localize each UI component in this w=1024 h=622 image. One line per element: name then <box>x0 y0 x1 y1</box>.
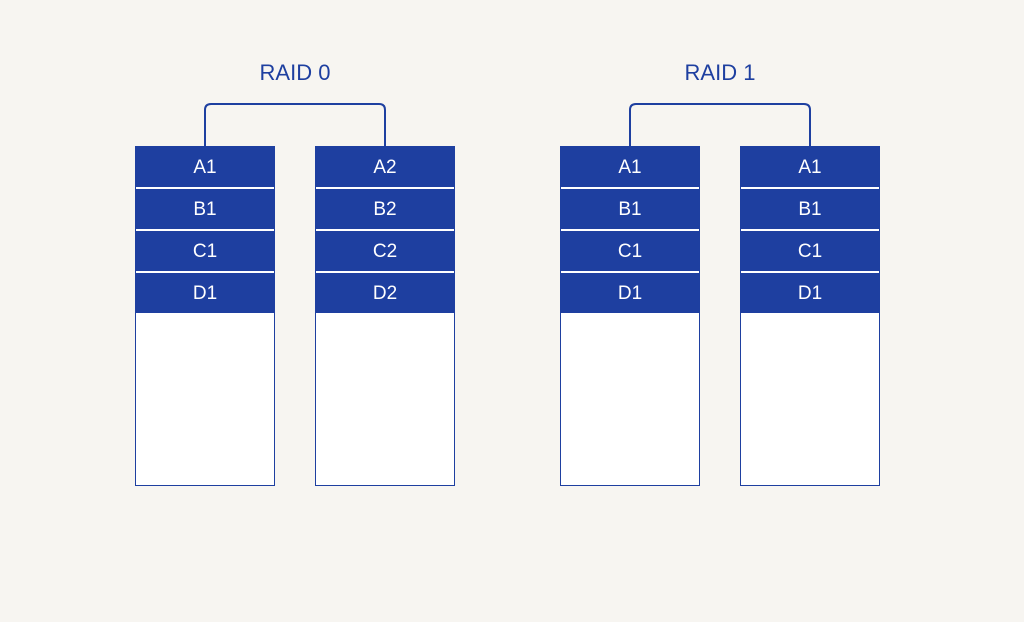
raid1-disk-1-empty <box>741 315 879 485</box>
raid0-disk-1: A2 B2 C2 D2 <box>315 146 455 486</box>
raid0-disks: A1 B1 C1 D1 A2 B2 C2 D2 <box>135 146 455 486</box>
raid0-disk-0-block-0: A1 <box>136 147 274 189</box>
raid1-disk-0: A1 B1 C1 D1 <box>560 146 700 486</box>
raid0-disk-0-empty <box>136 315 274 485</box>
raid0-bracket <box>135 96 455 146</box>
raid0-disk-1-block-0: A2 <box>316 147 454 189</box>
raid1-disk-0-block-0: A1 <box>561 147 699 189</box>
raid1-disk-0-empty <box>561 315 699 485</box>
raid1-title: RAID 1 <box>560 60 880 86</box>
raid1-bracket <box>560 96 880 146</box>
raid0-disk-1-block-3: D2 <box>316 273 454 315</box>
raid1-disk-1-block-1: B1 <box>741 189 879 231</box>
raid0-disk-0-block-2: C1 <box>136 231 274 273</box>
raid1-disk-0-block-2: C1 <box>561 231 699 273</box>
raid1-disk-0-block-1: B1 <box>561 189 699 231</box>
diagram-canvas: RAID 0 A1 B1 C1 D1 A2 B2 C2 D2 RAID 1 <box>0 0 1024 622</box>
raid1-disk-1: A1 B1 C1 D1 <box>740 146 880 486</box>
raid0-group: RAID 0 A1 B1 C1 D1 A2 B2 C2 D2 <box>135 60 455 486</box>
raid0-title: RAID 0 <box>135 60 455 86</box>
raid1-disk-1-block-2: C1 <box>741 231 879 273</box>
raid0-disk-1-block-2: C2 <box>316 231 454 273</box>
raid0-disk-0-block-3: D1 <box>136 273 274 315</box>
raid0-disk-0-block-1: B1 <box>136 189 274 231</box>
raid1-disk-0-block-3: D1 <box>561 273 699 315</box>
raid0-disk-1-block-1: B2 <box>316 189 454 231</box>
raid0-disk-1-empty <box>316 315 454 485</box>
raid1-disk-1-block-3: D1 <box>741 273 879 315</box>
raid1-group: RAID 1 A1 B1 C1 D1 A1 B1 C1 D1 <box>560 60 880 486</box>
raid1-disk-1-block-0: A1 <box>741 147 879 189</box>
raid0-disk-0: A1 B1 C1 D1 <box>135 146 275 486</box>
raid1-disks: A1 B1 C1 D1 A1 B1 C1 D1 <box>560 146 880 486</box>
